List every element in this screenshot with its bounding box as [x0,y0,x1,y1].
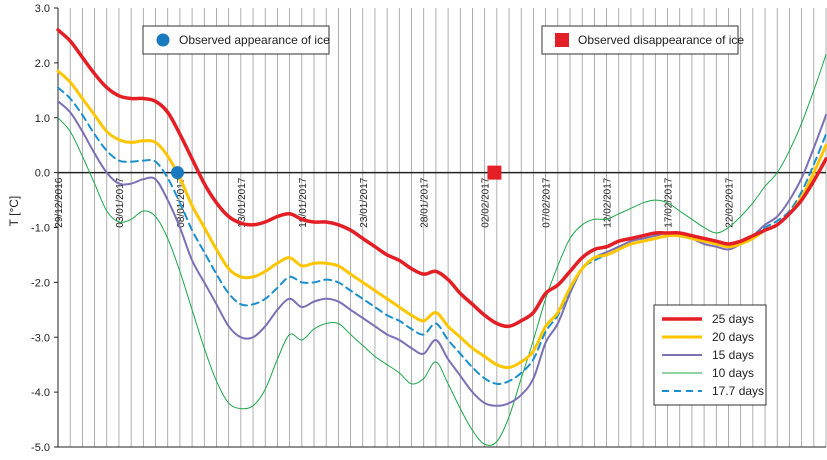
x-tick-label: 17/02/2017 [664,177,675,227]
series-lines [56,28,827,446]
series-line-10-days [57,54,827,446]
series-line-15-days [57,100,827,407]
x-tick-label: 02/02/2017 [481,177,492,227]
observation-box-circle-icon [156,33,170,47]
observation-label: Observed appearance of ice [179,33,330,47]
observation-box [142,25,330,55]
axes: 3.0 2.0 1.0 0.0 -1.0 -2.0 -3.0 -4.0 -5.0 29/12/20… [31,3,826,454]
y-tick-label: -1.0 [31,223,50,235]
observation-box [541,25,739,55]
ice-appearance-marker [170,166,184,180]
observation-label: Observed disappearance of ice [578,33,744,47]
y-tick-label: 3.0 [35,3,50,15]
legend-label: 10 days [712,366,754,380]
x-tick-label: 07/02/2017 [542,177,553,227]
y-tick-label: 0.0 [35,168,50,180]
y-tick-label: 1.0 [35,113,50,125]
x-tick-label: 13/01/2017 [237,177,248,227]
legend-label: 17.7 days [712,384,764,398]
y-tick-label: -3.0 [31,332,50,344]
y-axis-label: T [°C] [7,196,21,227]
x-tick-label: 12/02/2017 [603,177,614,227]
series-line-25-days [56,28,827,329]
observations: Observed appearance of ice Observed disap… [142,25,744,180]
x-tick-label: 29/12/2016 [54,177,65,227]
legend-label: 15 days [712,348,754,362]
y-tick-label: -2.0 [31,277,50,289]
x-tick-label: 23/01/2017 [359,177,370,227]
y-tick-label: -5.0 [31,442,50,454]
x-tick-label: 28/01/2017 [420,177,431,227]
x-tick-label: 18/01/2017 [298,177,309,227]
x-tick-label: 08/01/2017 [176,177,187,227]
ice-disappearance-marker [487,165,502,180]
x-tick-label: 03/01/2017 [115,177,126,227]
y-tick-label: 2.0 [35,58,50,70]
x-tick-label: 22/02/2017 [724,177,735,227]
series-line-20-days [56,69,827,370]
legend-label: 25 days [712,312,754,326]
legend-label: 20 days [712,330,754,344]
observation-box-square-icon [555,33,569,47]
legend: 25 days 20 days 15 days 10 days 17.7 days [653,304,767,406]
y-tick-label: -4.0 [31,387,50,399]
